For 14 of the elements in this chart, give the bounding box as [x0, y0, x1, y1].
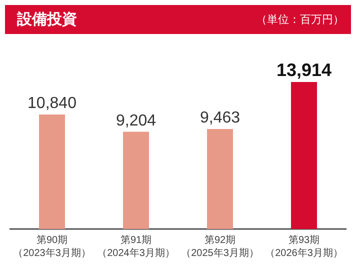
data-label: 9,204 — [116, 112, 156, 130]
data-label: 10,840 — [28, 94, 77, 112]
bar — [207, 129, 233, 229]
bar — [123, 132, 149, 229]
x-tick-label: 第90期（2023年3月期） — [13, 234, 91, 259]
bar — [39, 114, 65, 229]
data-label: 13,914 — [276, 60, 332, 80]
chart-subtitle: （単位：百万円） — [256, 12, 344, 27]
bar — [291, 82, 317, 229]
chart-title: 設備投資 — [17, 10, 77, 29]
data-label: 9,463 — [200, 110, 240, 127]
x-tick-label: 第91期（2024年3月期） — [97, 234, 175, 259]
x-tick-label: 第92期（2025年3月期） — [181, 234, 259, 259]
x-tick-label: 第93期（2026年3月期） — [265, 234, 343, 259]
